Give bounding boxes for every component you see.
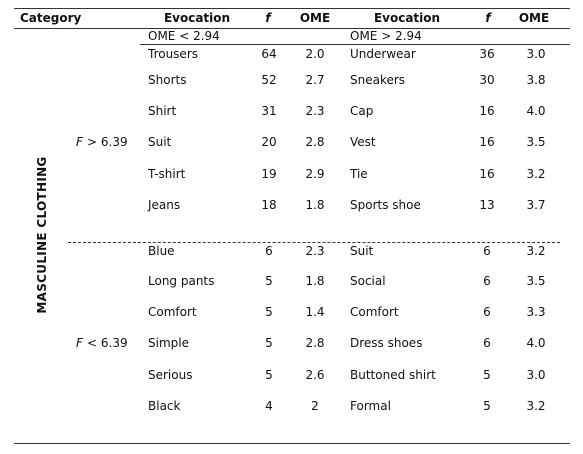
top-rule <box>14 8 570 9</box>
table-cell: 6 <box>483 336 491 350</box>
table-cell: Formal <box>350 399 391 413</box>
table-cell: 3.5 <box>526 274 546 288</box>
table-cell: Serious <box>148 368 193 382</box>
table-cell: 6 <box>483 305 491 319</box>
table-cell: Suit <box>148 135 172 149</box>
table-cell: 31 <box>261 104 277 118</box>
condition: > 6.39 <box>87 135 128 149</box>
table-cell: 64 <box>261 47 277 61</box>
table-cell: Comfort <box>350 305 399 319</box>
bottom-rule <box>14 443 570 444</box>
header-cell: f <box>265 11 271 25</box>
header-cell: f <box>485 11 491 25</box>
table-cell: Shorts <box>148 73 187 87</box>
table-cell: 5 <box>483 399 491 413</box>
table-cell: 6 <box>483 244 491 258</box>
table-cell: Black <box>148 399 181 413</box>
table-cell: 3.0 <box>526 47 546 61</box>
table-cell: 5 <box>483 368 491 382</box>
header-cell: OME <box>299 11 331 25</box>
table-cell: Dress shoes <box>350 336 423 350</box>
table-cell: 3.2 <box>526 167 546 181</box>
table-cell: Vest <box>350 135 376 149</box>
table-cell: 16 <box>479 167 495 181</box>
table-cell: 2.6 <box>305 368 325 382</box>
table-cell: 2 <box>311 399 319 413</box>
condition: < 6.39 <box>87 336 128 350</box>
table-cell: 18 <box>261 198 277 212</box>
table-cell: 1.8 <box>305 274 325 288</box>
table-cell: 3.8 <box>526 73 546 87</box>
table-cell: 5 <box>265 305 273 319</box>
table-cell: Comfort <box>148 305 197 319</box>
table-cell: 4.0 <box>526 336 546 350</box>
table-cell: 13 <box>479 198 495 212</box>
table-cell: 5 <box>265 274 273 288</box>
note-rule <box>140 44 570 45</box>
group-note: OME < 2.94 <box>148 29 220 43</box>
header-cell: Evocation <box>163 11 231 25</box>
table-cell: 5 <box>265 368 273 382</box>
group-note: OME > 2.94 <box>350 29 422 43</box>
table-cell: 3.3 <box>526 305 546 319</box>
table-cell: 1.4 <box>305 305 325 319</box>
table-cell: Suit <box>350 244 374 258</box>
table-cell: Shirt <box>148 104 177 118</box>
table-cell: Jeans <box>148 198 181 212</box>
table-cell: 2.8 <box>305 135 325 149</box>
table-cell: Cap <box>350 104 374 118</box>
table-cell: 2.8 <box>305 336 325 350</box>
table-cell: 4.0 <box>526 104 546 118</box>
table-cell: 3.0 <box>526 368 546 382</box>
table-cell: Sneakers <box>350 73 406 87</box>
table-cell: 16 <box>479 104 495 118</box>
table-cell: Underwear <box>350 47 416 61</box>
header-cell: Category <box>20 11 82 25</box>
condition-var: F <box>76 336 83 350</box>
condition-var: F <box>76 135 83 149</box>
table-cell: Trousers <box>148 47 199 61</box>
table-cell: 3.2 <box>526 399 546 413</box>
table-cell: 2.0 <box>305 47 325 61</box>
table-cell: 2.3 <box>305 104 325 118</box>
table-cell: Sports shoe <box>350 198 421 212</box>
table-cell: 3.7 <box>526 198 546 212</box>
table-cell: 36 <box>479 47 495 61</box>
table-cell: 2.9 <box>305 167 325 181</box>
table-cell: Social <box>350 274 386 288</box>
header-rule <box>14 28 570 29</box>
side-label: MASCULINE CLOTHING <box>35 156 49 314</box>
table-cell: 6 <box>483 274 491 288</box>
table-cell: 1.8 <box>305 198 325 212</box>
table-cell: 5 <box>265 336 273 350</box>
table-cell: 52 <box>261 73 277 87</box>
table-cell: 6 <box>265 244 273 258</box>
table-cell: T-shirt <box>148 167 186 181</box>
group-divider <box>68 242 560 243</box>
header-cell: Evocation <box>373 11 441 25</box>
table-cell: Tie <box>350 167 368 181</box>
table-cell: Long pants <box>148 274 215 288</box>
table-cell: 3.2 <box>526 244 546 258</box>
table-cell: 16 <box>479 135 495 149</box>
table-cell: 3.5 <box>526 135 546 149</box>
table-cell: Blue <box>148 244 175 258</box>
table-cell: 20 <box>261 135 277 149</box>
header-cell: OME <box>518 11 550 25</box>
table-cell: 2.3 <box>305 244 325 258</box>
table-cell: 4 <box>265 399 273 413</box>
table-cell: Buttoned shirt <box>350 368 436 382</box>
table-cell: Simple <box>148 336 189 350</box>
table-cell: 19 <box>261 167 277 181</box>
table-cell: 2.7 <box>305 73 325 87</box>
table-cell: 30 <box>479 73 495 87</box>
